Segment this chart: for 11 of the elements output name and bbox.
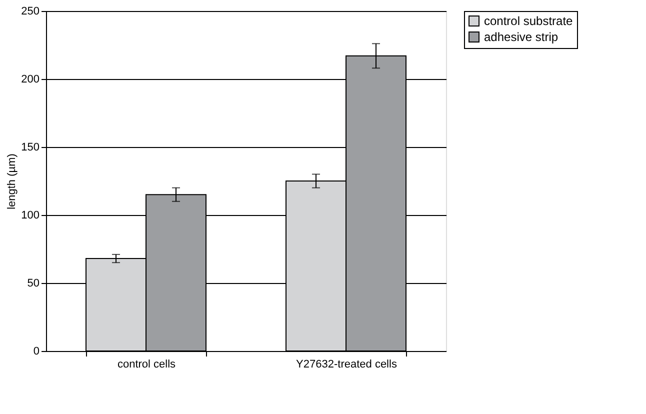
- x-tick-label: control cells: [117, 358, 176, 370]
- y-axis-title: length (µm): [6, 154, 18, 210]
- legend-label: control substrate: [484, 14, 574, 28]
- y-tick-label: 50: [27, 278, 40, 290]
- y-tick-label: 100: [21, 210, 40, 222]
- y-tick-label: 150: [21, 142, 40, 154]
- y-tick-label: 250: [21, 6, 40, 18]
- legend-label: adhesive strip: [484, 30, 558, 44]
- x-tick-label: Y27632-treated cells: [296, 358, 398, 370]
- y-tick-label: 200: [21, 74, 40, 86]
- y-tick-label: 0: [33, 346, 40, 358]
